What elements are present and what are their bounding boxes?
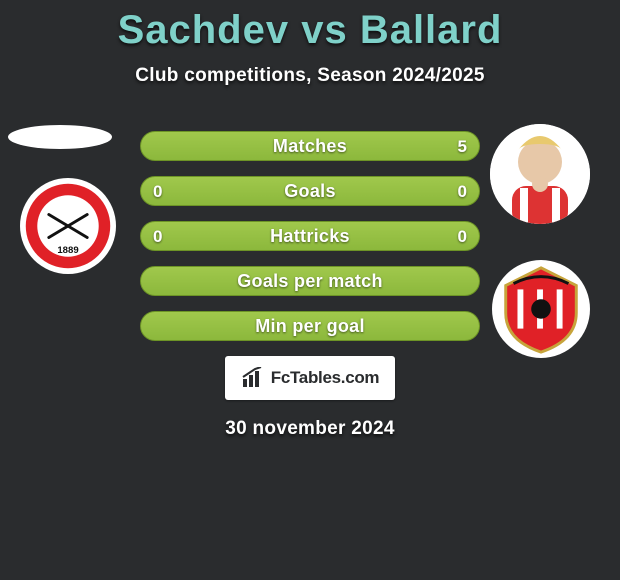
page-title: Sachdev vs Ballard	[0, 0, 620, 53]
brand-text: FcTables.com	[271, 368, 380, 388]
stat-label: Hattricks	[270, 226, 350, 247]
stat-row-hattricks: 0 Hattricks 0	[140, 221, 480, 251]
stat-row-min-per-goal: Min per goal	[140, 311, 480, 341]
stat-row-goals-per-match: Goals per match	[140, 266, 480, 296]
stat-label: Matches	[273, 136, 347, 157]
stat-row-matches: Matches 5	[140, 131, 480, 161]
date-text: 30 november 2024	[0, 418, 620, 440]
stat-p1-value: 0	[153, 222, 162, 252]
brand-watermark: FcTables.com	[225, 356, 395, 400]
stat-label: Goals	[284, 181, 336, 202]
player1-avatar-placeholder	[8, 125, 112, 149]
crest-icon	[492, 260, 590, 358]
stat-p2-value: 0	[458, 222, 467, 252]
stat-p2-value: 5	[458, 132, 467, 162]
stat-p2-value: 0	[458, 177, 467, 207]
stat-label: Min per goal	[255, 316, 365, 337]
comparison-infographic: Sachdev vs Ballard Club competitions, Se…	[0, 0, 620, 580]
stats-block: Matches 5 0 Goals 0 0 Hattricks 0 Goals …	[140, 131, 480, 341]
stat-row-goals: 0 Goals 0	[140, 176, 480, 206]
person-icon	[490, 124, 590, 224]
bar-chart-icon	[241, 367, 267, 389]
subtitle: Club competitions, Season 2024/2025	[0, 65, 620, 87]
shield-icon: 1889	[20, 178, 116, 274]
stat-p1-value: 0	[153, 177, 162, 207]
stat-label: Goals per match	[237, 271, 383, 292]
player2-avatar	[490, 124, 590, 224]
club1-crest: 1889	[20, 178, 116, 274]
club2-crest	[492, 260, 590, 358]
club1-year: 1889	[57, 245, 78, 256]
